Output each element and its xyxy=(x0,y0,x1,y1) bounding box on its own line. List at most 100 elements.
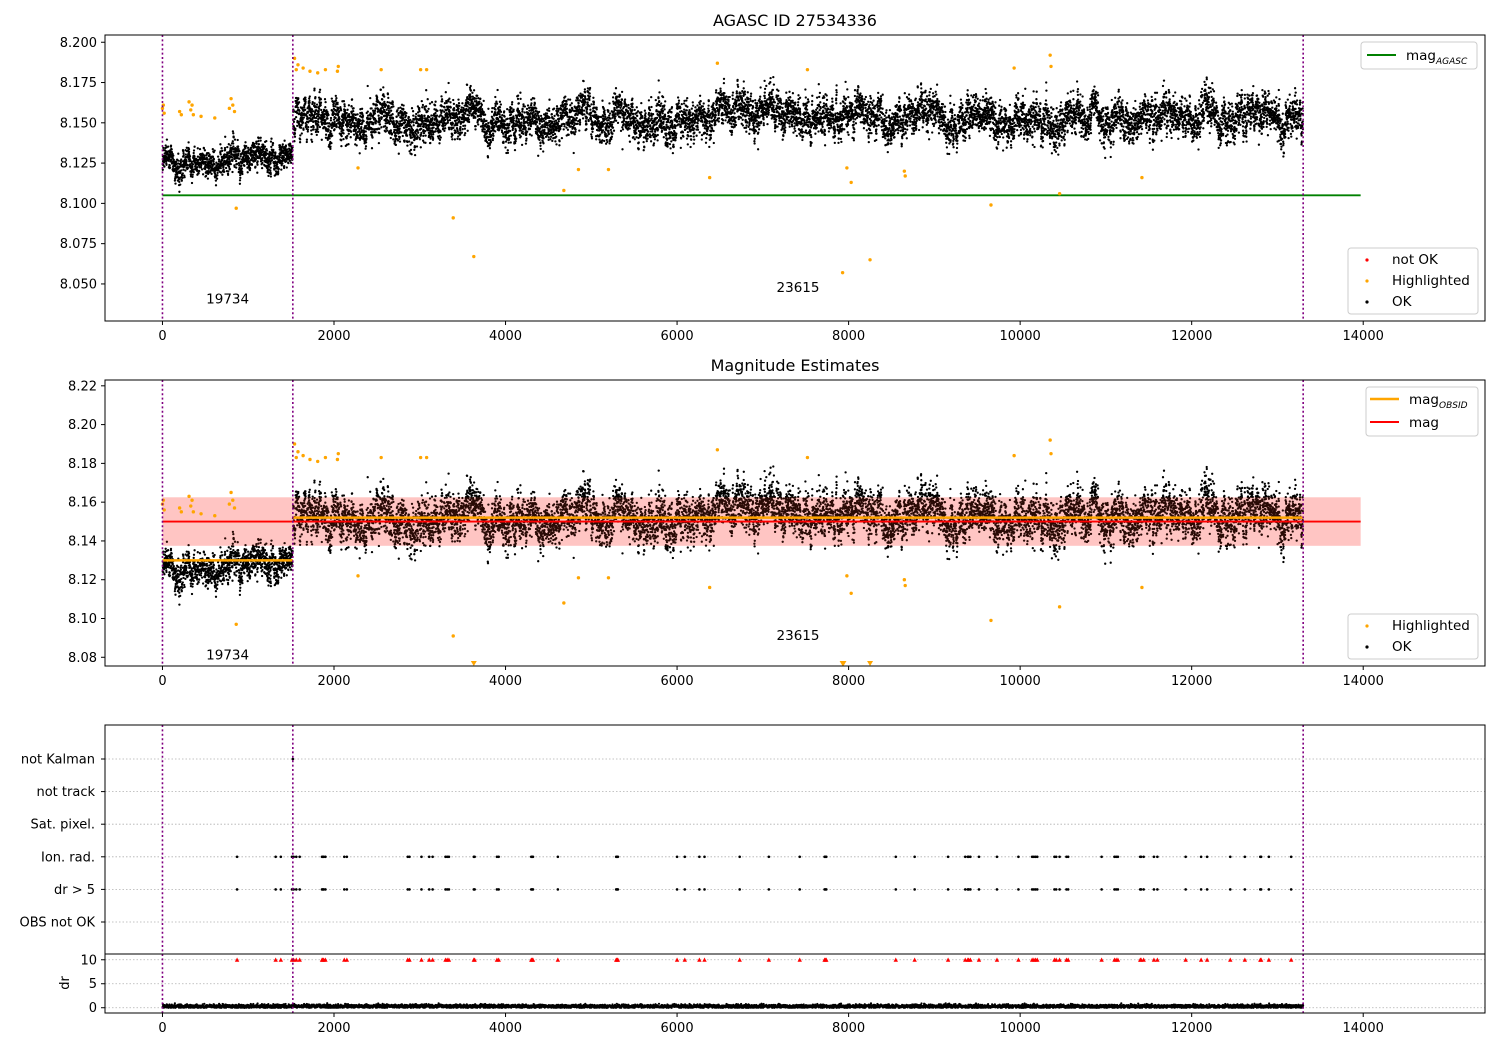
ok-point xyxy=(597,119,600,123)
ok-point xyxy=(696,126,699,129)
ok-point xyxy=(343,105,346,108)
ok-point xyxy=(562,128,565,131)
ok-point xyxy=(216,171,219,175)
ok-point xyxy=(639,134,643,137)
ok-point xyxy=(621,128,625,131)
ok-point xyxy=(688,109,691,112)
ok-point xyxy=(474,124,477,128)
ok-point xyxy=(521,110,524,113)
ok-point xyxy=(255,140,258,143)
ok-point xyxy=(380,126,383,129)
ok-point xyxy=(364,130,367,133)
ok-point xyxy=(360,107,364,110)
ok-point xyxy=(259,139,262,142)
ok-point xyxy=(293,135,297,138)
ok-point xyxy=(229,144,232,147)
ok-point xyxy=(180,174,184,177)
ok-point xyxy=(487,107,490,110)
ok-point xyxy=(547,107,551,110)
ok-point xyxy=(548,98,551,101)
ok-point xyxy=(365,135,368,138)
ok-point xyxy=(247,157,251,160)
ok-point xyxy=(312,126,315,129)
ok-point xyxy=(302,128,305,131)
ok-point xyxy=(318,107,321,111)
ok-point xyxy=(550,112,553,116)
ok-point xyxy=(195,165,199,169)
ok-point xyxy=(686,105,689,108)
ok-point xyxy=(304,98,307,101)
ok-point xyxy=(679,125,683,129)
ok-point xyxy=(244,147,247,150)
ok-point xyxy=(563,122,566,126)
ok-point xyxy=(679,106,682,110)
ok-point xyxy=(429,141,432,145)
ok-point xyxy=(177,159,180,162)
ok-point xyxy=(614,87,618,90)
ok-point xyxy=(510,107,513,110)
ok-point xyxy=(438,142,441,145)
figure-title: AGASC ID 27534336 xyxy=(713,11,877,30)
ok-point xyxy=(340,139,343,142)
ok-point xyxy=(663,117,666,120)
ok-point xyxy=(386,100,389,104)
ok-point xyxy=(614,112,617,115)
ok-point xyxy=(557,120,560,123)
ok-point xyxy=(675,132,678,135)
ok-point xyxy=(204,160,208,164)
ok-point xyxy=(458,138,461,141)
ok-point xyxy=(308,101,311,104)
ok-point xyxy=(355,144,358,147)
ok-point xyxy=(686,96,689,100)
ok-point xyxy=(565,107,569,110)
ok-point xyxy=(649,140,653,143)
ok-point xyxy=(319,101,323,104)
ok-point xyxy=(428,115,431,119)
ok-point xyxy=(163,165,166,168)
ok-point xyxy=(631,97,634,100)
ok-point xyxy=(509,134,513,137)
ok-point xyxy=(690,107,693,110)
ok-point xyxy=(487,121,490,125)
ok-point xyxy=(431,137,435,140)
ok-point xyxy=(232,145,235,148)
ok-point xyxy=(628,140,632,143)
ok-point xyxy=(574,119,578,122)
ok-point xyxy=(581,117,585,120)
ok-point xyxy=(512,119,515,122)
ok-point xyxy=(416,135,419,138)
ok-point xyxy=(223,148,227,152)
ok-point xyxy=(330,132,333,135)
ok-point xyxy=(380,116,383,119)
ok-point xyxy=(289,161,293,164)
ok-point xyxy=(457,98,460,101)
ok-point xyxy=(179,171,182,174)
ok-point xyxy=(171,156,174,160)
ok-point xyxy=(573,133,576,136)
ok-point xyxy=(413,135,417,138)
ok-point xyxy=(414,115,417,118)
ok-point xyxy=(657,97,660,100)
ok-point xyxy=(334,94,337,98)
ok-point xyxy=(364,141,368,144)
ok-point xyxy=(212,160,215,163)
ok-point xyxy=(696,128,700,131)
ok-point xyxy=(352,133,356,136)
ok-point xyxy=(254,153,258,156)
ok-point xyxy=(611,126,615,129)
ok-point xyxy=(192,151,195,155)
ok-point xyxy=(228,168,231,171)
ok-point xyxy=(452,98,455,102)
ok-point xyxy=(660,102,663,105)
ok-point xyxy=(356,113,359,116)
ok-point xyxy=(566,128,570,131)
ok-point xyxy=(313,87,316,90)
ok-point xyxy=(564,105,567,108)
ok-point xyxy=(678,120,681,123)
ok-point xyxy=(342,120,345,124)
ok-point xyxy=(395,134,398,138)
ok-point xyxy=(592,101,596,104)
ok-point xyxy=(620,102,623,105)
ok-point xyxy=(331,134,334,137)
ok-point xyxy=(461,128,464,131)
